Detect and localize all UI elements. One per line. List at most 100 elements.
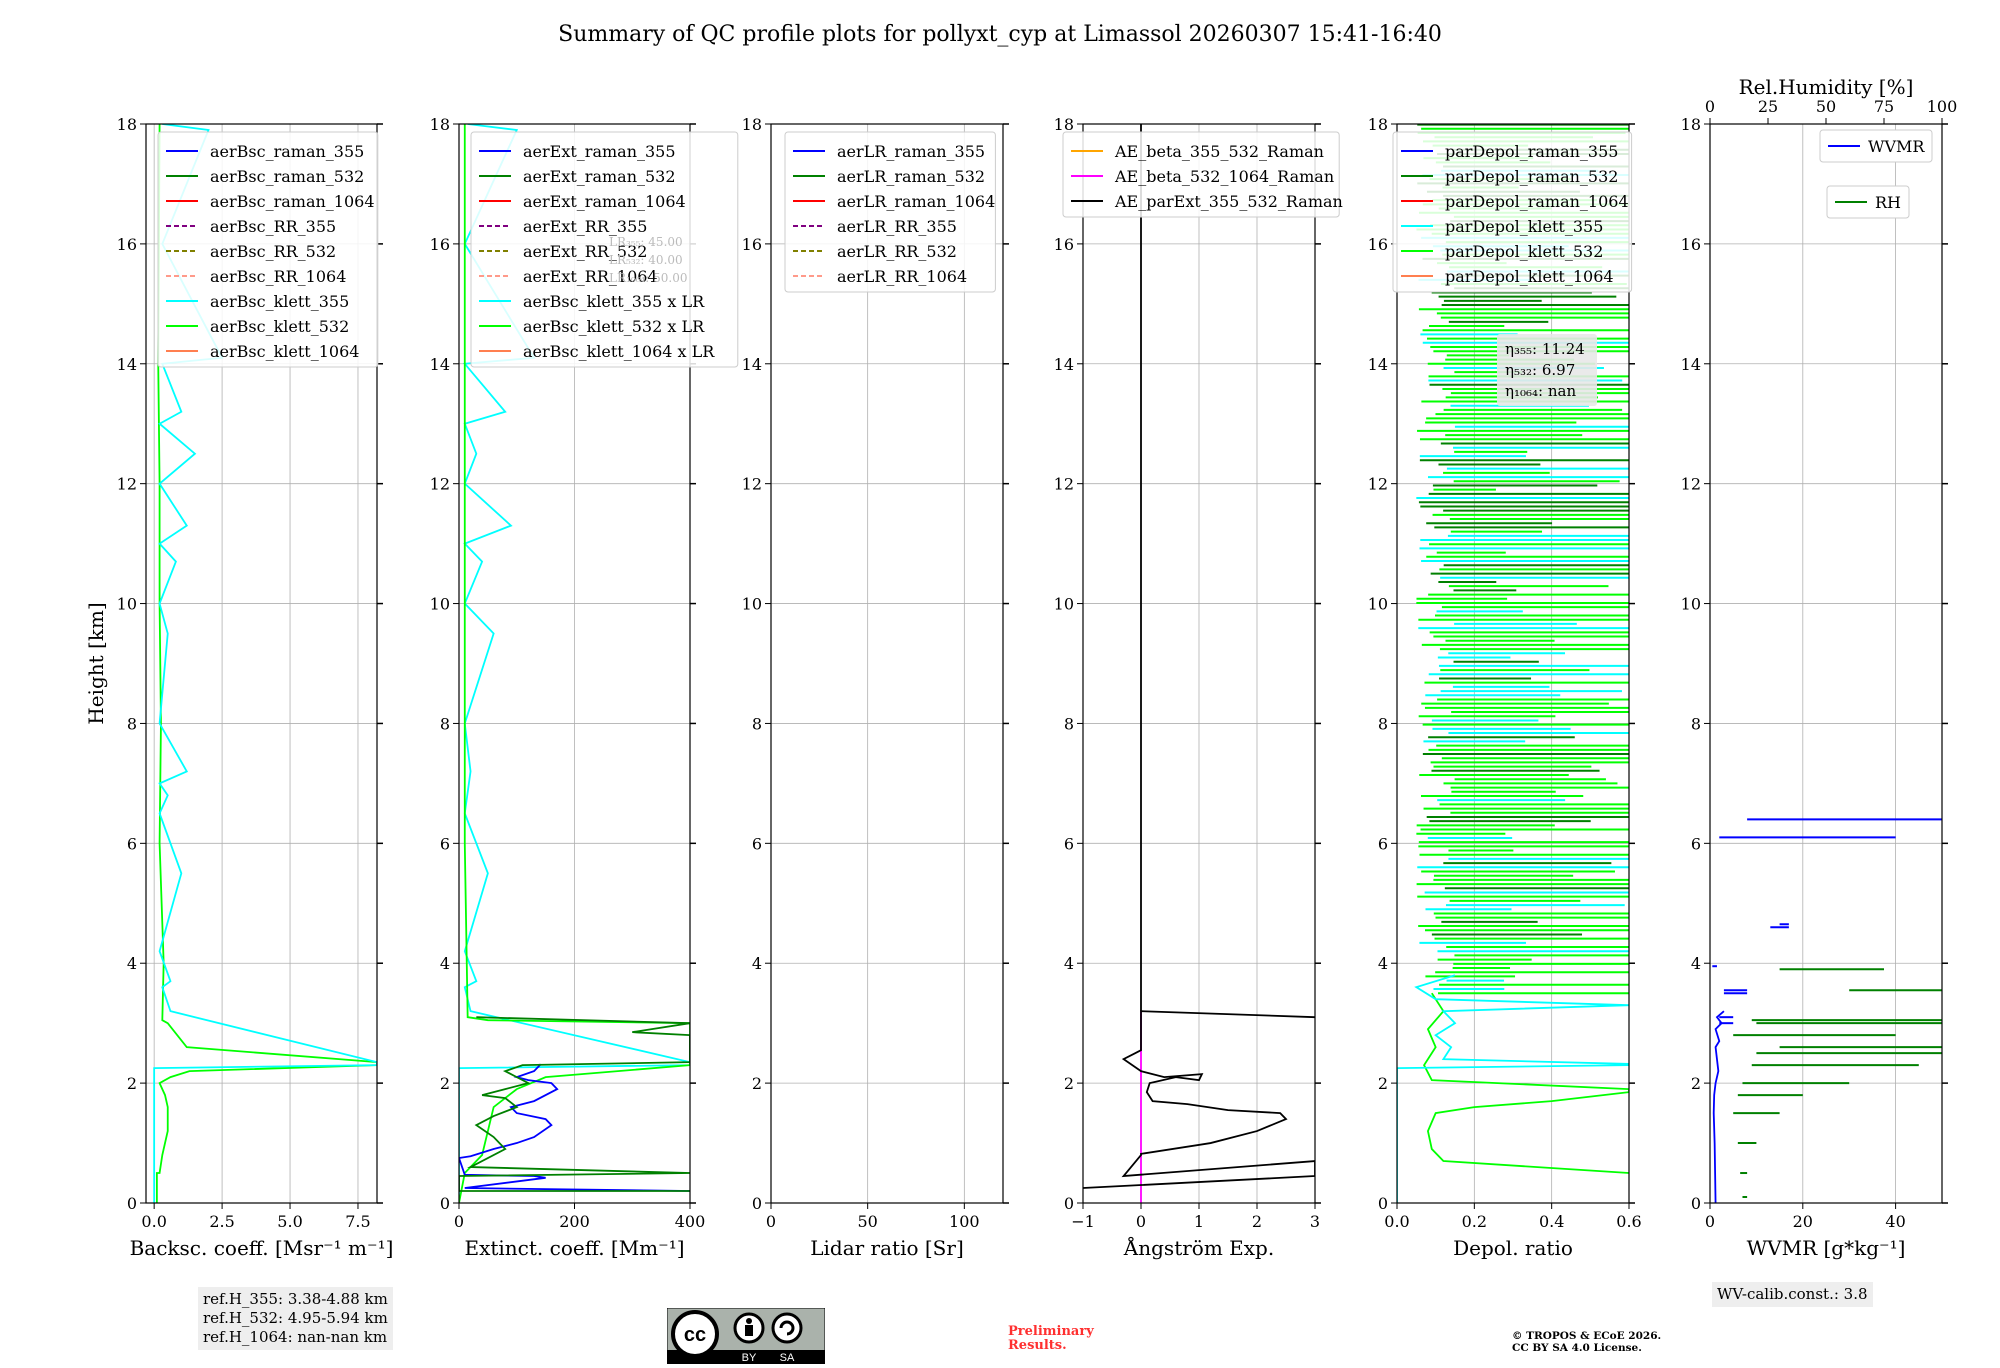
legend-box (1062, 131, 1340, 218)
legend-label: aerLR_RR_1064 (837, 267, 967, 286)
y-tick-label: 0 (1064, 1194, 1074, 1213)
y-tick-label: 18 (1368, 115, 1388, 134)
legend-label: aerExt_raman_1064 (523, 192, 686, 211)
cc-by-label: BY (742, 1352, 757, 1364)
legend-label: parDepol_klett_532 (1445, 242, 1603, 261)
y-tick-label: 8 (1064, 714, 1074, 733)
y-tick-label: 16 (1368, 235, 1388, 254)
x-axis-label: Extinct. coeff. [Mm⁻¹] (464, 1236, 684, 1260)
refh-355: ref.H_355: 3.38-4.88 km (203, 1290, 388, 1308)
copyright-line-1: © TROPOS & ECoE 2026. (1512, 1330, 1662, 1342)
x-tick-label: 2.5 (209, 1212, 234, 1231)
y-tick-label: 4 (127, 954, 137, 973)
y-tick-label: 2 (440, 1074, 450, 1093)
x-tick-label: 200 (559, 1212, 590, 1231)
x-tick-label: 100 (949, 1212, 980, 1231)
legend-label: aerBsc_raman_1064 (210, 192, 375, 211)
legend-label: parDepol_klett_1064 (1445, 267, 1614, 286)
x-axis-label: WVMR [g*kg⁻¹] (1747, 1236, 1906, 1260)
legend-label: AE_beta_532_1064_Raman (1114, 167, 1334, 186)
x-tick-label: 40 (1885, 1212, 1905, 1231)
legend-label: aerLR_raman_355 (837, 142, 985, 161)
chart-panel-5: 0 2 4 6 8 10 12 14 16 18 0.0 0.2 0.4 0.6 Depol. ratio p… (1368, 115, 1642, 1260)
y-tick-label: 12 (430, 475, 450, 494)
y-tick-label: 16 (742, 235, 762, 254)
y-tick-label: 4 (752, 954, 762, 973)
lidar-ratio-note: LR₃₅₅: 45.00 (609, 235, 683, 249)
legend-box (1819, 129, 1933, 163)
y-tick-label: 12 (117, 475, 137, 494)
preliminary-note: Preliminary Results. (1008, 1325, 1094, 1353)
legend-label: aerExt_raman_532 (523, 167, 676, 186)
y-tick-label: 8 (1691, 714, 1701, 733)
y-tick-label: 8 (752, 714, 762, 733)
y-tick-label: 18 (117, 115, 137, 134)
y-tick-label: 10 (430, 595, 450, 614)
legend-label: aerBsc_klett_1064 (210, 342, 359, 361)
y-tick-label: 12 (1054, 475, 1074, 494)
legend-label: parDepol_raman_1064 (1445, 192, 1629, 211)
wv-calib-text: WV-calib.const.: 3.8 (1717, 1285, 1868, 1303)
y-tick-label: 6 (1691, 834, 1701, 853)
legend-label: aerExt_raman_355 (523, 142, 676, 161)
legend-box (1826, 185, 1910, 219)
y-tick-label: 10 (1054, 595, 1074, 614)
preliminary-line-1: Preliminary (1008, 1324, 1094, 1339)
lidar-ratio-note: LR₅₃₂: 40.00 (609, 253, 683, 267)
y-tick-label: 10 (1681, 595, 1701, 614)
copyright-line-2: CC BY SA 4.0 License. (1512, 1342, 1642, 1354)
reference-height-box: ref.H_355: 3.38-4.88 km ref.H_532: 4.95-… (198, 1287, 393, 1350)
y-tick-label: 14 (430, 355, 450, 374)
legend-label: aerExt_RR_355 (523, 217, 647, 236)
x-tick-label: 1 (1194, 1212, 1204, 1231)
legend-label: aerBsc_klett_355 x LR (523, 292, 705, 311)
x-axis-label: Lidar ratio [Sr] (810, 1236, 964, 1260)
y-tick-label: 8 (440, 714, 450, 733)
y-tick-label: 14 (742, 355, 762, 374)
legend-label: aerLR_RR_532 (837, 242, 957, 261)
y-tick-label: 8 (127, 714, 137, 733)
y-tick-label: 0 (1378, 1194, 1388, 1213)
legend-label: aerExt_RR_1064 (523, 267, 658, 286)
x-tick-label: 0.6 (1616, 1212, 1641, 1231)
y-tick-label: 16 (117, 235, 137, 254)
y-tick-label: 6 (1064, 834, 1074, 853)
y-tick-label: 14 (117, 355, 137, 374)
chart-panel-2: 0 2 4 6 8 10 12 14 16 18 0 200 400 Extinct. coeff. [M… (430, 115, 739, 1260)
legend-label: AE_beta_355_532_Raman (1114, 142, 1324, 161)
y-tick-label: 4 (440, 954, 450, 973)
legend-label: aerBsc_RR_532 (210, 242, 336, 261)
y-tick-label: 0 (127, 1194, 137, 1213)
series-group (1083, 124, 1315, 1203)
cc-license-badge: cc BY SA (666, 1307, 826, 1365)
x-tick-label: 0.0 (141, 1212, 166, 1231)
y-tick-label: 14 (1681, 355, 1701, 374)
legend-label: aerBsc_raman_532 (210, 167, 364, 186)
x-tick-label: −1 (1071, 1212, 1095, 1231)
x-tick-label: 0.2 (1462, 1212, 1487, 1231)
x-tick-label: 5.0 (277, 1212, 302, 1231)
legend-label: aerLR_raman_532 (837, 167, 985, 186)
y-tick-label: 14 (1368, 355, 1388, 374)
x-tick-label: 2 (1252, 1212, 1262, 1231)
y-tick-label: 12 (1368, 475, 1388, 494)
legend-label: aerBsc_raman_355 (210, 142, 364, 161)
y-tick-label: 0 (1691, 1194, 1701, 1213)
series-line-parDepol-klett-532 (1423, 992, 1629, 1174)
wv-calib-box: WV-calib.const.: 3.8 (1712, 1282, 1873, 1307)
series-group (153, 124, 377, 1203)
x-tick-label: 0 (454, 1212, 464, 1231)
legend-box (784, 131, 996, 293)
series-group (1712, 818, 1942, 1203)
legend-label: aerBsc_klett_532 (210, 317, 349, 336)
legend-label: parDepol_raman_355 (1445, 142, 1618, 161)
refh-1064: ref.H_1064: nan-nan km (203, 1328, 388, 1346)
y-tick-label: 18 (742, 115, 762, 134)
top-x-tick-label: 75 (1874, 97, 1894, 116)
y-tick-label: 8 (1378, 714, 1388, 733)
x-axis-label: Backsc. coeff. [Msr⁻¹ m⁻¹] (130, 1236, 394, 1260)
y-tick-label: 14 (1054, 355, 1074, 374)
x-tick-label: 0 (766, 1212, 776, 1231)
y-tick-label: 4 (1691, 954, 1701, 973)
